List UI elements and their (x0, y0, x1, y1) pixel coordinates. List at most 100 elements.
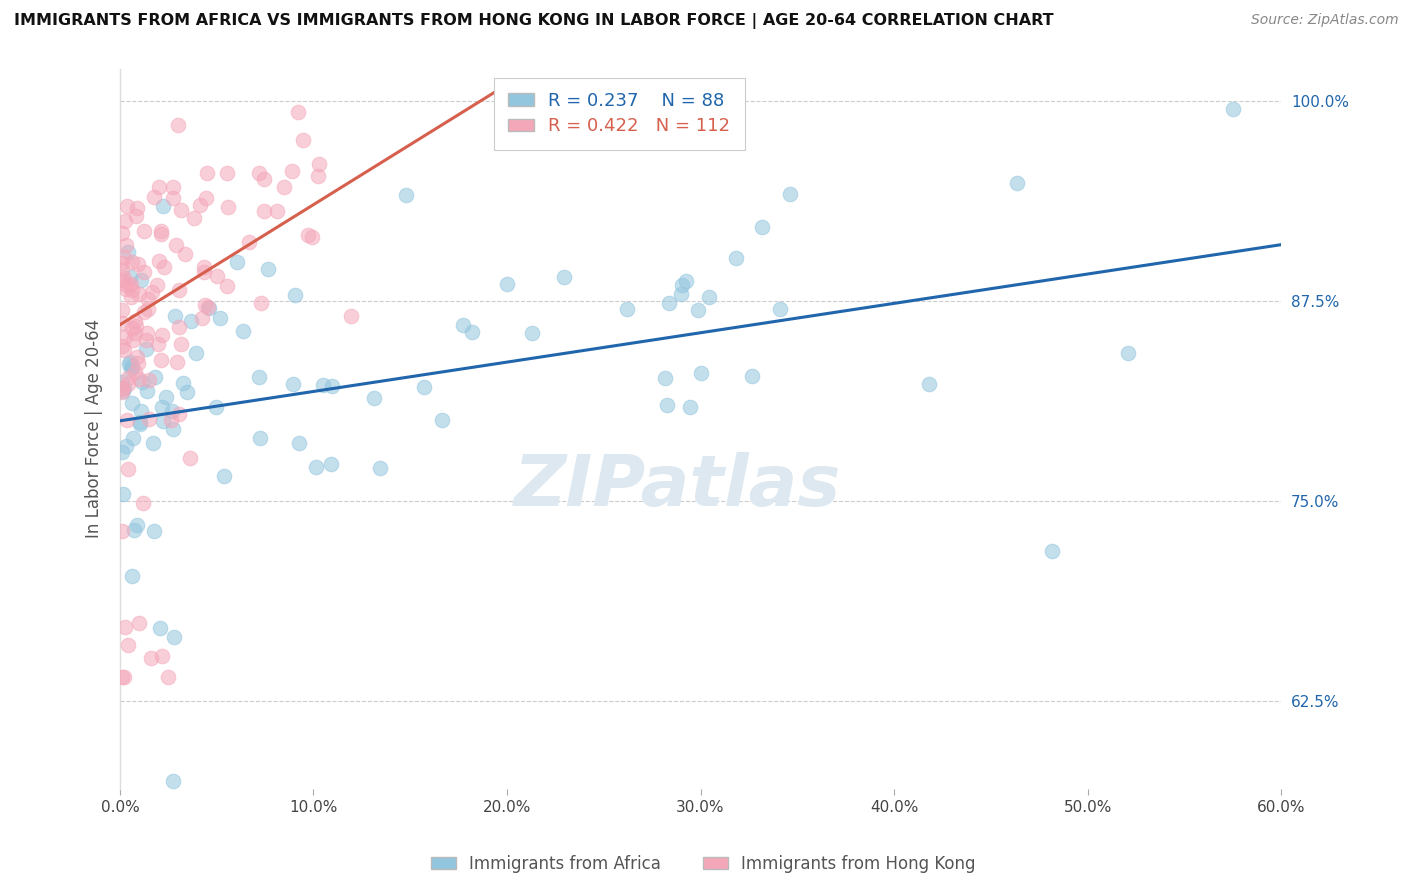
Point (249, 296, 271, 310)
Point (121, 359, 143, 373)
Point (340, 310, 363, 324)
Point (368, 461, 391, 475)
Point (461, 325, 484, 339)
Point (149, 224, 172, 238)
Point (111, 384, 134, 399)
Text: Source: ZipAtlas.com: Source: ZipAtlas.com (1251, 13, 1399, 28)
Point (658, 295, 681, 310)
Point (136, 384, 159, 398)
Point (120, 361, 142, 376)
Point (167, 407, 190, 421)
Point (301, 229, 323, 244)
Point (129, 416, 152, 430)
Point (191, 310, 214, 325)
Point (451, 318, 474, 332)
Point (1005, 176, 1028, 190)
Point (124, 365, 146, 379)
Point (287, 105, 309, 120)
Point (121, 255, 143, 269)
Legend: Immigrants from Africa, Immigrants from Hong Kong: Immigrants from Africa, Immigrants from … (425, 848, 981, 880)
Point (111, 376, 134, 390)
Point (115, 413, 138, 427)
Point (152, 199, 174, 213)
Point (138, 373, 160, 387)
Point (247, 369, 270, 384)
Point (129, 404, 152, 418)
Point (195, 166, 218, 180)
Point (307, 169, 329, 183)
Point (616, 302, 638, 317)
Point (194, 191, 217, 205)
Point (153, 260, 176, 274)
Point (150, 327, 173, 342)
Point (179, 450, 201, 465)
Text: ZIPatlas: ZIPatlas (513, 452, 841, 521)
Point (176, 385, 198, 400)
Point (121, 283, 143, 297)
Point (111, 487, 134, 501)
Point (174, 247, 197, 261)
Point (111, 670, 134, 684)
Point (669, 287, 692, 301)
Point (287, 436, 309, 450)
Point (689, 366, 711, 380)
Point (321, 378, 343, 392)
Point (122, 524, 145, 538)
Point (111, 381, 134, 395)
Point (114, 620, 136, 634)
Point (143, 190, 166, 204)
Point (162, 774, 184, 789)
Point (205, 401, 228, 415)
Point (142, 524, 165, 538)
Point (127, 257, 149, 271)
Point (205, 268, 228, 283)
Point (111, 256, 134, 270)
Point (142, 436, 165, 450)
Point (208, 310, 231, 325)
Point (121, 321, 143, 335)
Y-axis label: In Labor Force | Age 20-64: In Labor Force | Age 20-64 (86, 319, 103, 539)
Point (167, 283, 190, 297)
Point (160, 413, 183, 427)
Point (297, 228, 319, 243)
Point (117, 244, 139, 259)
Point (128, 372, 150, 386)
Point (249, 431, 271, 445)
Point (1040, 544, 1063, 558)
Point (112, 381, 135, 395)
Point (149, 227, 172, 241)
Point (238, 235, 260, 249)
Point (170, 336, 193, 351)
Point (118, 354, 141, 368)
Point (127, 202, 149, 216)
Point (751, 219, 773, 234)
Point (128, 286, 150, 301)
Point (655, 398, 678, 412)
Point (129, 273, 152, 287)
Point (363, 391, 385, 405)
Point (194, 298, 217, 312)
Point (163, 309, 186, 323)
Point (112, 271, 135, 285)
Point (112, 250, 135, 264)
Point (183, 211, 205, 226)
Point (432, 413, 454, 427)
Point (114, 282, 136, 296)
Point (138, 412, 160, 426)
Point (165, 238, 187, 252)
Point (124, 326, 146, 340)
Point (162, 179, 184, 194)
Point (150, 648, 173, 663)
Point (117, 638, 139, 652)
Point (132, 495, 155, 509)
Point (129, 417, 152, 432)
Point (186, 346, 208, 360)
Point (167, 320, 190, 334)
Point (148, 180, 170, 194)
Point (127, 517, 149, 532)
Point (150, 401, 173, 415)
Point (671, 277, 693, 292)
Point (114, 277, 136, 292)
Point (679, 400, 702, 414)
Point (127, 351, 149, 365)
